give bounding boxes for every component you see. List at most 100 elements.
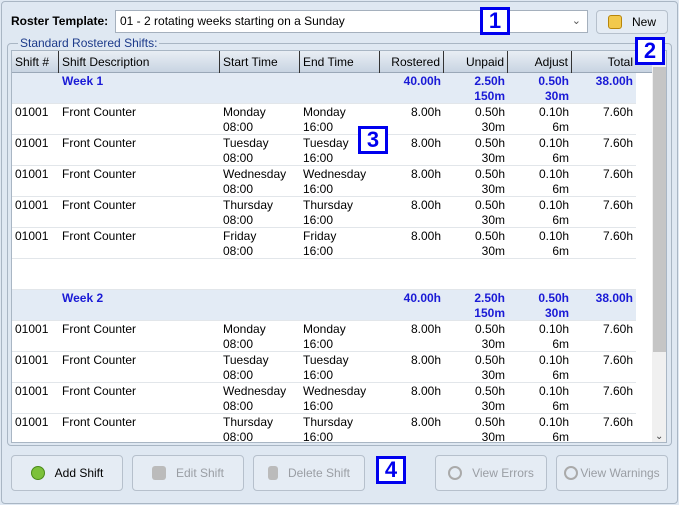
cell-end-text: Monday: [303, 105, 346, 119]
table-row[interactable]: 01001 Front Counter Monday 08:00 Monday 16:00…: [12, 104, 636, 135]
cell-end: Monday 16:00: [300, 105, 380, 135]
cell-unpaid: 0.50h 30m: [444, 198, 508, 228]
cell-start2-text: 08:00: [223, 120, 254, 134]
cell-rostered-text: 8.00h: [410, 384, 441, 398]
week-row[interactable]: Week 1 40.00h 2.50h 150m 0.50h 30m 38.00h: [12, 73, 636, 104]
view-warnings-button[interactable]: View Warnings: [556, 455, 668, 491]
cell-adjust2-text: 6m: [552, 120, 569, 134]
roster-template-value: 01 - 2 rotating weeks starting on a Sund…: [120, 14, 345, 28]
cell-start-text: Monday: [223, 322, 266, 336]
table-row[interactable]: 01001 Front Counter Wednesday 08:00 Wednesda…: [12, 166, 636, 197]
cell-total-text: 7.60h: [602, 384, 633, 398]
cell-unpaid: 2.50h 150m: [444, 291, 508, 321]
cell-desc-text: Front Counter: [62, 136, 137, 150]
add-shift-button[interactable]: Add Shift: [11, 455, 123, 491]
cell-total: 7.60h: [572, 167, 636, 182]
cell-adjust: 0.10h 6m: [508, 136, 572, 166]
cell-end2-text: 16:00: [303, 151, 334, 165]
table-row[interactable]: 01001 Front Counter Tuesday 08:00 Tuesday 16:…: [12, 135, 636, 166]
cell-desc-text: Front Counter: [62, 384, 137, 398]
col-description[interactable]: Shift Description: [59, 51, 220, 73]
cell-adjust2-text: 30m: [544, 89, 569, 103]
view-errors-button[interactable]: View Errors: [435, 455, 547, 491]
cell-rostered: 8.00h: [380, 136, 444, 151]
edit-shift-button[interactable]: Edit Shift: [132, 455, 244, 491]
cell-end2-text: 16:00: [303, 430, 334, 443]
scroll-down-icon[interactable]: ⌄: [655, 431, 664, 442]
vertical-scrollbar[interactable]: ⌄: [652, 51, 666, 442]
new-button-label: New: [631, 15, 656, 29]
cell-adjust: 0.50h 30m: [508, 74, 572, 104]
scrollbar-thumb[interactable]: [653, 67, 666, 352]
cell-start2-text: 08:00: [223, 182, 254, 196]
table-row[interactable]: 01001 Front Counter Friday 08:00 Friday 16:00…: [12, 228, 636, 259]
cell-rostered-text: 40.00h: [403, 291, 441, 305]
edit-icon: [151, 466, 166, 480]
magnifier-icon: [564, 466, 579, 480]
cell-total-text: 38.00h: [595, 74, 633, 88]
cell-total: 38.00h: [572, 74, 636, 89]
cell-id: 01001: [12, 198, 59, 213]
cell-adjust2-text: 6m: [552, 399, 569, 413]
cell-total-text: 38.00h: [595, 291, 633, 305]
cell-rostered-text: 8.00h: [410, 322, 441, 336]
table-row[interactable]: 01001 Front Counter Thursday 08:00 Thursday 1…: [12, 414, 636, 443]
roster-template-label: Roster Template:: [11, 14, 109, 28]
cell-rostered: 40.00h: [380, 291, 444, 306]
week-row[interactable]: Week 2 40.00h 2.50h 150m 0.50h 30m 38.00h: [12, 290, 636, 321]
cell-id-text: 01001: [15, 229, 49, 243]
cell-rostered: 8.00h: [380, 105, 444, 120]
col-unpaid[interactable]: Unpaid: [444, 51, 508, 73]
cell-total: 38.00h: [572, 291, 636, 306]
cell-start-text: Wednesday: [223, 384, 287, 398]
standard-shifts-group: [7, 43, 672, 446]
cell-unpaid-text: 0.50h: [474, 384, 505, 398]
cell-start-text: Wednesday: [223, 167, 287, 181]
cell-end-text: Thursday: [303, 415, 354, 429]
col-end-time[interactable]: End Time: [300, 51, 380, 73]
cell-id: 01001: [12, 229, 59, 244]
cell-start2-text: 08:00: [223, 244, 254, 258]
cell-end: Wednesday 16:00: [300, 384, 380, 414]
roster-template-select[interactable]: 01 - 2 rotating weeks starting on a Sund…: [115, 10, 588, 33]
table-row[interactable]: 01001 Front Counter Thursday 08:00 Thursday 1…: [12, 197, 636, 228]
cell-total: 7.60h: [572, 136, 636, 151]
cell-rostered-text: 8.00h: [410, 229, 441, 243]
callout-badge-3: 3: [358, 126, 388, 154]
cell-adjust: 0.50h 30m: [508, 291, 572, 321]
cell-end-text: Wednesday: [303, 167, 367, 181]
cell-end-text: Monday: [303, 322, 346, 336]
cell-unpaid-text: 0.50h: [474, 353, 505, 367]
cell-start: Wednesday 08:00: [220, 167, 300, 197]
cell-desc: Front Counter: [59, 198, 220, 213]
cell-adjust: 0.10h 6m: [508, 198, 572, 228]
cell-id-text: 01001: [15, 136, 49, 150]
col-start-time[interactable]: Start Time: [220, 51, 300, 73]
col-rostered[interactable]: Rostered: [380, 51, 444, 73]
cell-start: Thursday 08:00: [220, 198, 300, 228]
cell-id: 01001: [12, 415, 59, 430]
table-row[interactable]: 01001 Front Counter Monday 08:00 Monday 16:00…: [12, 321, 636, 352]
cell-unpaid-text: 2.50h: [474, 74, 505, 88]
cell-start2-text: 08:00: [223, 337, 254, 351]
add-shift-label: Add Shift: [54, 466, 104, 480]
cell-desc: Week 1: [59, 74, 220, 89]
cell-desc-text: Week 1: [62, 74, 104, 88]
table-row[interactable]: 01001 Front Counter Wednesday 08:00 Wednesda…: [12, 383, 636, 414]
cell-adjust: 0.10h 6m: [508, 353, 572, 383]
table-row[interactable]: 01001 Front Counter Tuesday 08:00 Tuesday 16:…: [12, 352, 636, 383]
callout-badge-2: 2: [635, 37, 665, 65]
cell-rostered-text: 8.00h: [410, 353, 441, 367]
cell-adjust-text: 0.10h: [538, 322, 569, 336]
col-adjust[interactable]: Adjust: [508, 51, 572, 73]
cell-end-text: Friday: [303, 229, 337, 243]
cell-desc-text: Front Counter: [62, 229, 137, 243]
cell-adjust: 0.10h 6m: [508, 105, 572, 135]
cell-rostered: 8.00h: [380, 167, 444, 182]
cell-end: Thursday 16:00: [300, 415, 380, 443]
cell-unpaid2-text: 30m: [481, 151, 505, 165]
delete-shift-button[interactable]: Delete Shift: [253, 455, 365, 491]
col-total[interactable]: Total: [607, 55, 633, 69]
col-shift-num[interactable]: Shift #: [12, 51, 59, 73]
new-button[interactable]: New: [596, 10, 668, 34]
